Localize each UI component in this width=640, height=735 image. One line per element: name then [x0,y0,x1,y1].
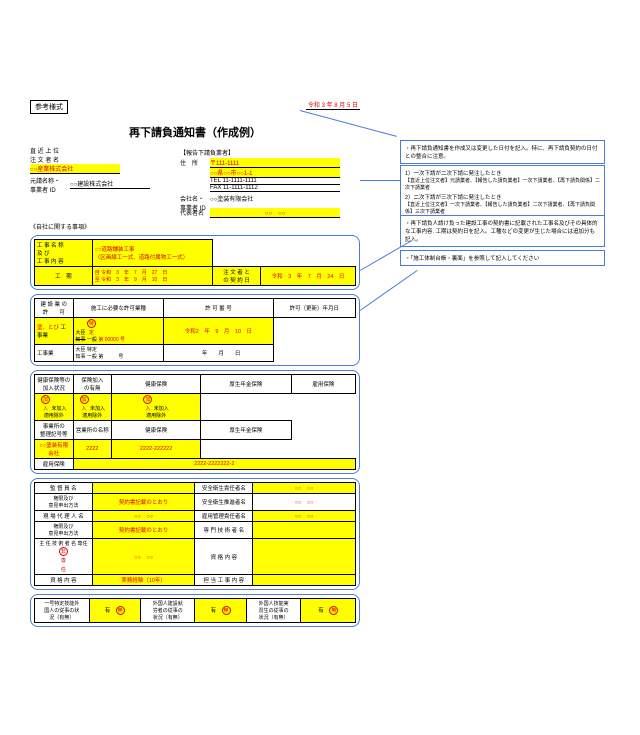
kanyuu-label: 保険加入 の有無 [73,375,112,394]
insurance-section: 健康保険等の 加入状況 保険加入 の有無 健康保険 厚生年金保険 雇用保険 加入… [30,370,360,474]
kengen-value-2: 契約書記載のとおり [92,522,195,539]
koyou-header: 雇用保険 [291,375,355,394]
permit-type-header: 施工に必要な許可業種 [73,299,164,318]
koji-name-label: 工 事 名 称 及 び 工 事 内 容 [35,240,93,267]
foreign-col1-value: 有 無 [89,599,140,623]
connector-4 [360,270,418,311]
self-section-1: 工 事 名 称 及 び 工 事 内 容 ○○道路舗装工事 （区画線工一式、道路付… [30,235,360,290]
kenpo-status: 加入 未加入適用除外 [35,394,74,421]
genukeoi-label: 元請名称・ 事業者 ID [30,176,60,194]
shunin-label: 主 任 技 術 者 名 専任非専任 [35,539,93,575]
reference-tag: 参考様式 [30,100,68,114]
genba-dairi-label: 現 場 代 理 人 名 [35,511,93,522]
connector-2 [360,180,400,181]
seal-icon: 無 [222,606,231,615]
kengen-label-1: 権限及び 意見申出方法 [35,494,93,511]
rep-label: 代表者名 [180,208,210,218]
permit-row2-type: 工事業 [35,345,74,362]
shikaku-value: 実務経験（10年） [92,575,195,586]
rep-value: ○○ ○○ [210,208,340,218]
foreign-col2-label: 外国人建設就 労者の従事の 状況（有無） [140,599,195,623]
tel-row: TEL 11-1111-1111 [210,178,340,185]
seal-icon: 無 [329,606,338,615]
kenpo-no: 2222 [73,440,112,459]
foreign-col3-value: 有 無 [301,599,356,623]
kengen-label-2: 権限及び 意見申出方法 [35,522,93,539]
koyou-kanri-value: ○○ ○○ [253,511,356,522]
genba-dairi-value: ○○ ○○ [92,511,195,522]
koyou-status: 加入 未加入適用除外 [112,394,201,421]
callout-4: ・「施工体制台帳・裏面」を参照して記入してください [400,250,605,266]
upper-block: 直 近 上 位 注 文 者 名 ○○産業株式会社 元請名称・ 事業者 ID ○○… [30,146,360,216]
shunin-value: ○○ ○○ [92,539,195,575]
keiyaku-label: 注 文 者 と の 契 約 日 [212,267,260,286]
permit-row1-date: 令和2 年 9 月 10 日 [164,318,273,345]
postal: 〒111-1111 [210,158,340,168]
form-page: 参考様式 令和 3 年 8 月 5 日 再下請負通知書（作成例） 直 近 上 位… [30,100,360,627]
address-value: ○○県○○市○○1-1 [210,168,340,178]
header-date: 令和 3 年 8 月 5 日 [306,100,360,110]
foreign-col1-label: 一号特定技能外 国人の従事の状 況（有無） [35,599,90,623]
kantoku-label: 監 督 員 名 [35,483,93,494]
callout-1: ・再下請負通知書を作成又は変更した日付を記入。特に、再下請負契約の日付との整合に… [400,140,605,164]
kousei-no: 2222-222222 [112,440,201,459]
senmon-gijutsu-label: 専 門 技 術 者 名 [195,522,253,539]
anzen-sekinin-label: 安全衛生責任者名 [195,483,253,494]
chokkin-value: ○○産業株式会社 [30,164,120,174]
foreign-col2-value: 有 無 [195,599,246,623]
kouki-label: 工 期 [35,267,93,286]
permit-row1-no: 大臣 特定 知事 一般 第 00000 号 [73,318,164,345]
kousei-status: 加入 未加入適用除外 [73,394,112,421]
eigyo-value: ○○塗装有限会社 [35,440,74,459]
permit-no-header: 許 可 番 号 [164,299,273,318]
kengen-value-1: 契約書記載のとおり [92,494,195,511]
seal-icon: 無 [116,606,125,615]
permit-section: 建 設 業 の 許 可 施工に必要な許可業種 許 可 番 号 許可（更新）年月日… [30,294,360,366]
foreign-worker-section: 一号特定技能外 国人の従事の状 況（有無） 有 無 外国人建設就 労者の従事の … [30,594,360,627]
foreign-col3-label: 外国人技能実 習生の従事の 状況（有無） [246,599,301,623]
permit-row1-type: 塗、とび 工事業 [35,318,74,345]
seal-icon: 非専任 [59,547,68,556]
koyou-kanri-label: 雇用管理責任者名 [195,511,253,522]
tanto-koji-label: 担 当 工 事 内 容 [195,575,253,586]
permit-date-header: 許可（更新）年月日 [273,299,355,318]
jigyosho-label: 事業所の 整理記号等 [35,421,74,440]
koyou-no: 2222-2222222-2 [73,459,355,470]
insurance-side-label: 健康保険等の 加入状況 [35,375,74,394]
permit-row2-no: 大臣 特定 知事 一般 第 号 [73,345,164,362]
fax-row: FAX 11-1111-1112 [210,185,340,192]
self-section-header: 《自社に関する事項》 [30,222,360,231]
shikaku-naiyou-label: 資 格 内 容 [195,539,253,575]
permit-row2-date: 年 月 日 [164,345,273,362]
anzen-suishin-value: ○○ ○○ [253,494,356,511]
seal-icon: 特定 [87,319,96,328]
document-title: 再下請負通知書（作成例） [30,124,360,140]
houkoku-label: 【報告下請負業者】 [180,148,234,157]
address-label: 住 所 [180,158,210,192]
chokkin-label: 直 近 上 位 注 文 者 名 [30,146,120,164]
kouki-dates: 自 令和 3 年 7 月 27 日 至 令和 3 年 9 月 10 日 [92,267,212,286]
keiyaku-date: 令和 3 年 7 月 24 日 [261,267,356,286]
anzen-suishin-label: 安全衛生推進者名 [195,494,253,511]
koji-name-value: ○○道路舗装工事 （区画線工一式、道路付属物工一式） [92,240,212,267]
genukeoi-value: ○○建設株式会社 [70,179,150,189]
shikaku-label: 資 格 内 容 [35,575,93,586]
personnel-section: 監 督 員 名 安全衛生責任者名 ○○ ○○ 権限及び 意見申出方法 契約書記載… [30,478,360,590]
anzen-sekinin-value: ○○ ○○ [253,483,356,494]
kenpo-header: 健康保険 [112,375,201,394]
eigyo-label: 営業所の名称 [73,421,112,440]
callout-2: 1）一次下請が二次下請に発注したとき 【直近上位注文者】元請業者、【報告した請負… [400,165,605,219]
callout-3: ・再下請負人請け負った建設工事の契約書に記載された工事名及びその具体的な工事内容… [400,215,605,247]
kensetsu-label: 建 設 業 の 許 可 [35,299,74,318]
kousei-header: 厚生年金保険 [201,375,292,394]
